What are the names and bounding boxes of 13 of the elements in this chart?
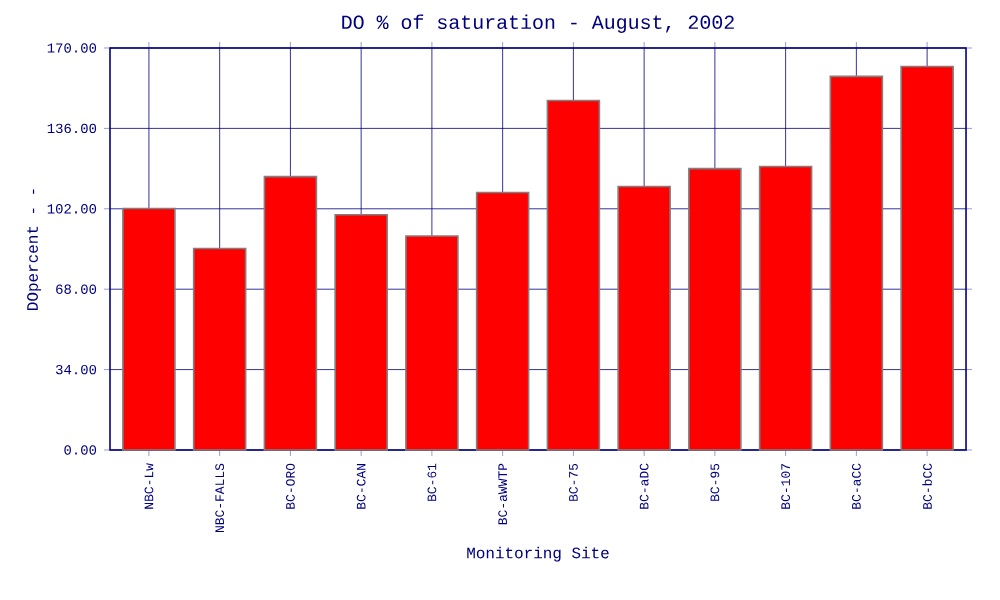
bar (758, 165, 813, 451)
bar (334, 213, 388, 451)
bar (617, 185, 671, 451)
bar (192, 247, 247, 451)
bar (405, 235, 459, 451)
bar (688, 167, 742, 451)
bar (122, 207, 176, 451)
chart-title: DO % of saturation - August, 2002 (342, 14, 734, 33)
bar (900, 65, 954, 451)
bar (263, 175, 318, 451)
bar (475, 191, 530, 451)
bar (829, 75, 884, 451)
bar (546, 99, 601, 451)
